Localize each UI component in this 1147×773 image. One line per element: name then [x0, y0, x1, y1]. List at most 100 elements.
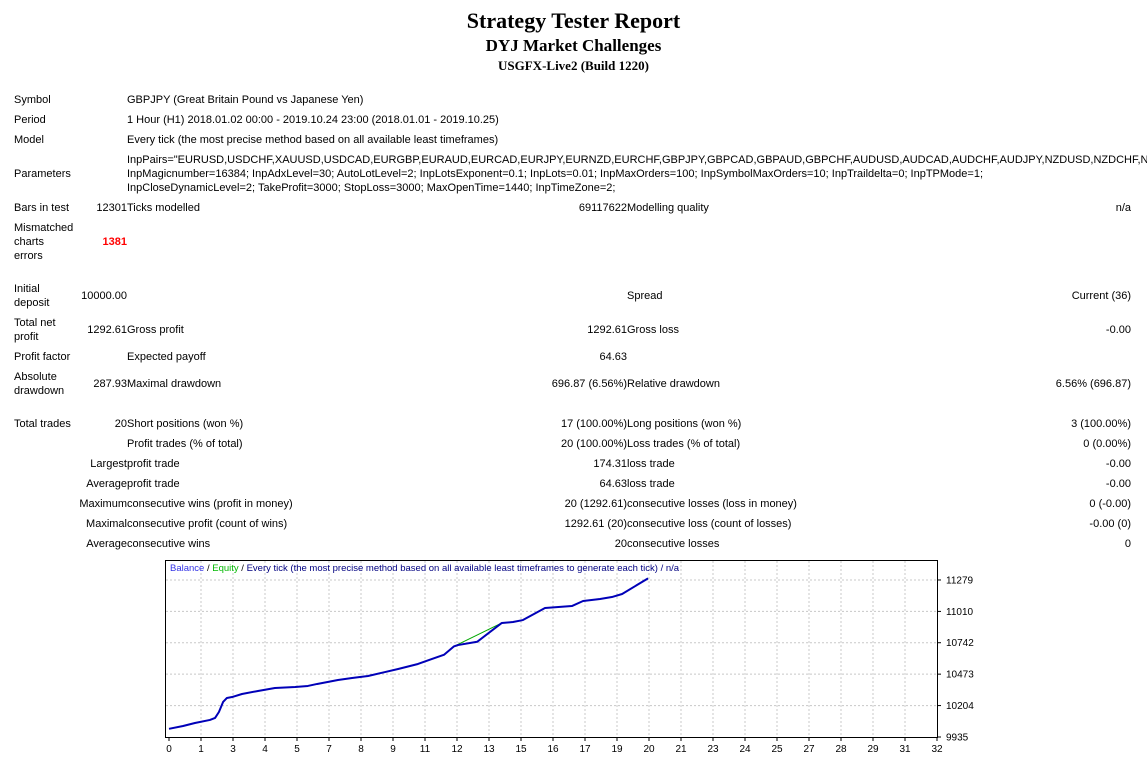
metric-value-2: n/a [1115, 202, 1131, 214]
row-label [14, 454, 78, 474]
y-tick-label: 11279 [946, 575, 974, 586]
x-tick-label: 1 [198, 744, 204, 755]
legend-separator: / [239, 563, 247, 574]
x-tick-label: 27 [803, 744, 815, 755]
row-label [14, 534, 78, 554]
row-label: Total net profit [14, 317, 56, 343]
chart-legend: Balance / Equity / Every tick (the most … [170, 563, 680, 574]
x-tick-label: 23 [707, 744, 719, 755]
report-row: Bars in test 12301 Ticks modelled 69117622 M… [14, 198, 1131, 218]
metric-label-1: Short positions (won %) [127, 418, 244, 430]
metric-value-2: 6.56% (696.87) [1055, 378, 1131, 390]
metric-value-2: -0.00 [1105, 324, 1131, 336]
metric-label-1: Profit trades (% of total) [127, 438, 243, 450]
x-tick-label: 5 [294, 744, 300, 755]
x-tick-label: 21 [675, 744, 687, 755]
x-tick-label: 25 [771, 744, 783, 755]
row-label [14, 494, 78, 514]
metric-label-2: loss trade [627, 478, 675, 490]
info-row-symbol: Symbol GBPJPY (Great Britain Pound vs Jap… [14, 90, 1131, 110]
row-label: Absolute drawdown [14, 371, 65, 397]
legend-balance-label: Balance [170, 563, 204, 574]
spacer-row [14, 266, 1131, 279]
row-label: Bars in test [14, 202, 70, 214]
x-tick-label: 8 [358, 744, 364, 755]
x-tick-label: 20 [643, 744, 655, 755]
row-value-1 [78, 347, 127, 367]
row-label: Profit factor [14, 351, 71, 363]
info-label: Model [14, 134, 44, 146]
legend-separator: / [204, 563, 212, 574]
info-row-parameters: Parameters InpPairs="EURUSD,USDCHF,XAUUSD… [14, 150, 1147, 198]
report-row: Maximal consecutive profit (count of wins… [14, 514, 1131, 534]
metric-value-2: 3 (100.00%) [1071, 418, 1131, 430]
info-label: Parameters [14, 168, 71, 180]
report-header: Strategy Tester Report DYJ Market Challe… [0, 8, 1147, 74]
metric-label-2 [627, 347, 941, 367]
metric-value-1: 1292.61 [587, 324, 627, 336]
y-tick-label: 10204 [946, 701, 974, 712]
report-title: Strategy Tester Report [466, 8, 681, 33]
x-tick-label: 32 [931, 744, 943, 755]
row-value-1: 10000.00 [81, 290, 127, 302]
metric-label-1: consecutive wins (profit in money) [127, 498, 293, 510]
spacer-cell [14, 266, 1131, 279]
x-tick-label: 28 [835, 744, 847, 755]
metric-value-1: 20 (100.00%) [560, 438, 627, 450]
metric-label-2: Modelling quality [627, 202, 709, 214]
x-tick-label: 4 [262, 744, 268, 755]
row-label [14, 474, 78, 494]
plot-border [165, 560, 938, 738]
report-row: Maximum consecutive wins (profit in money… [14, 494, 1131, 514]
report-row: Total trades 20 Short positions (won %) 17 … [14, 414, 1131, 434]
info-label: Period [14, 114, 46, 126]
metric-label-1: Gross profit [127, 324, 184, 336]
info-label: Symbol [14, 94, 51, 106]
row-value-1: 20 [114, 418, 127, 430]
metric-value-1 [489, 279, 627, 313]
metric-value-1: 64.63 [599, 478, 627, 490]
strategy-tester-report: Strategy Tester Report DYJ Market Challe… [0, 8, 1147, 765]
metric-label-1: consecutive profit (count of wins) [127, 518, 288, 530]
y-tick-label: 11010 [946, 607, 974, 618]
row-value-1: Maximum [79, 498, 127, 510]
metric-value-2: 0 (0.00%) [1083, 438, 1131, 450]
metric-label-1: profit trade [127, 458, 180, 470]
metric-label-1: Maximal drawdown [127, 378, 222, 390]
metric-label-1: Ticks modelled [127, 202, 200, 214]
row-value-1: 287.93 [93, 378, 127, 390]
info-value: 1 Hour (H1) 2018.01.02 00:00 - 2019.10.2… [127, 114, 499, 126]
metric-label-2: Long positions (won %) [627, 418, 742, 430]
row-value-1: 1292.61 [87, 324, 127, 336]
row-value-1: Average [86, 478, 127, 490]
legend-equity-label: Equity [212, 563, 239, 574]
row-label: Initial deposit [14, 283, 50, 309]
x-tick-label: 12 [451, 744, 463, 755]
spacer-cell [14, 401, 1131, 414]
row-value-1: Maximal [86, 518, 127, 530]
info-value: InpPairs="EURUSD,USDCHF,XAUUSD,USDCAD,EU… [127, 154, 1147, 194]
metric-label-2: Spread [627, 290, 663, 302]
metric-value-1: 69117622 [578, 202, 627, 214]
metric-value-2: -0.00 [1105, 478, 1131, 490]
metric-value-2: -0.00 [1105, 458, 1131, 470]
row-value-1: Largest [90, 458, 127, 470]
legend-description: Every tick (the most precise method base… [247, 563, 680, 574]
metric-value-1: 696.87 (6.56%) [551, 378, 627, 390]
x-tick-label: 16 [547, 744, 559, 755]
metric-value-1: 64.63 [599, 351, 627, 363]
x-tick-label: 3 [230, 744, 236, 755]
row-label [14, 514, 78, 534]
x-tick-label: 29 [867, 744, 879, 755]
row-value-1: Average [86, 538, 127, 550]
metric-value-1: 1292.61 (20) [564, 518, 627, 530]
x-tick-label: 17 [579, 744, 591, 755]
metric-label-1 [127, 279, 489, 313]
report-row: Average consecutive wins 20 consecutive los… [14, 534, 1131, 554]
row-label: Mismatched charts errors [14, 222, 74, 262]
report-row: Largest profit trade 174.31 loss trade -0.00 [14, 454, 1131, 474]
metric-value-2: Current (36) [1071, 290, 1131, 302]
row-value-1: 1381 [102, 236, 127, 248]
report-server-build: USGFX-Live2 (Build 1220) [498, 58, 649, 73]
metric-label-2: consecutive losses [627, 538, 720, 550]
